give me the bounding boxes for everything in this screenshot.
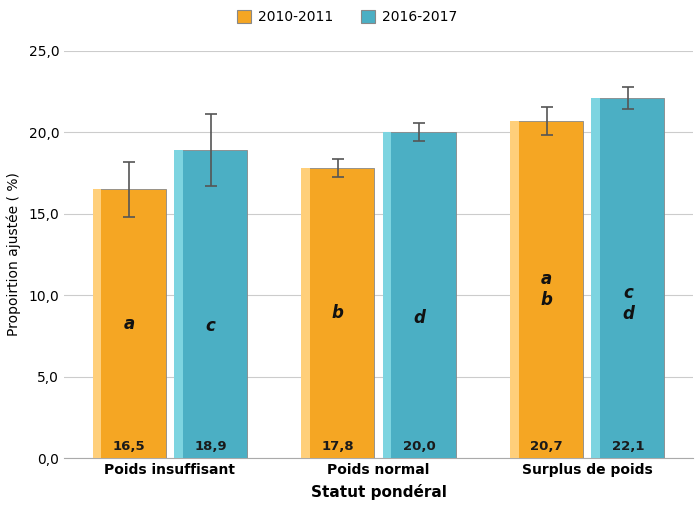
Bar	[301, 168, 310, 458]
Bar	[174, 150, 183, 458]
Text: 20,0: 20,0	[403, 441, 435, 453]
Bar	[592, 98, 664, 458]
Text: a
b: a b	[540, 270, 552, 309]
Bar	[383, 132, 456, 458]
Legend: 2010-2011, 2016-2017: 2010-2011, 2016-2017	[232, 5, 463, 30]
Text: c
d: c d	[622, 284, 634, 323]
Y-axis label: Propoirtion ajustée ( %): Propoirtion ajustée ( %)	[7, 172, 22, 337]
X-axis label: Statut pondéral: Statut pondéral	[311, 484, 447, 500]
Bar	[510, 121, 519, 458]
Text: b: b	[332, 304, 344, 322]
Bar	[174, 150, 247, 458]
Text: c: c	[206, 317, 216, 335]
Text: 17,8: 17,8	[321, 441, 354, 453]
Bar	[592, 98, 600, 458]
Bar	[92, 189, 166, 458]
Bar	[301, 168, 374, 458]
Text: 22,1: 22,1	[612, 441, 644, 453]
Text: 16,5: 16,5	[113, 441, 146, 453]
Text: d: d	[413, 309, 425, 327]
Bar	[383, 132, 391, 458]
Bar	[92, 189, 102, 458]
Text: 20,7: 20,7	[530, 441, 563, 453]
Bar	[510, 121, 583, 458]
Text: 18,9: 18,9	[194, 441, 227, 453]
Text: a: a	[123, 315, 134, 333]
